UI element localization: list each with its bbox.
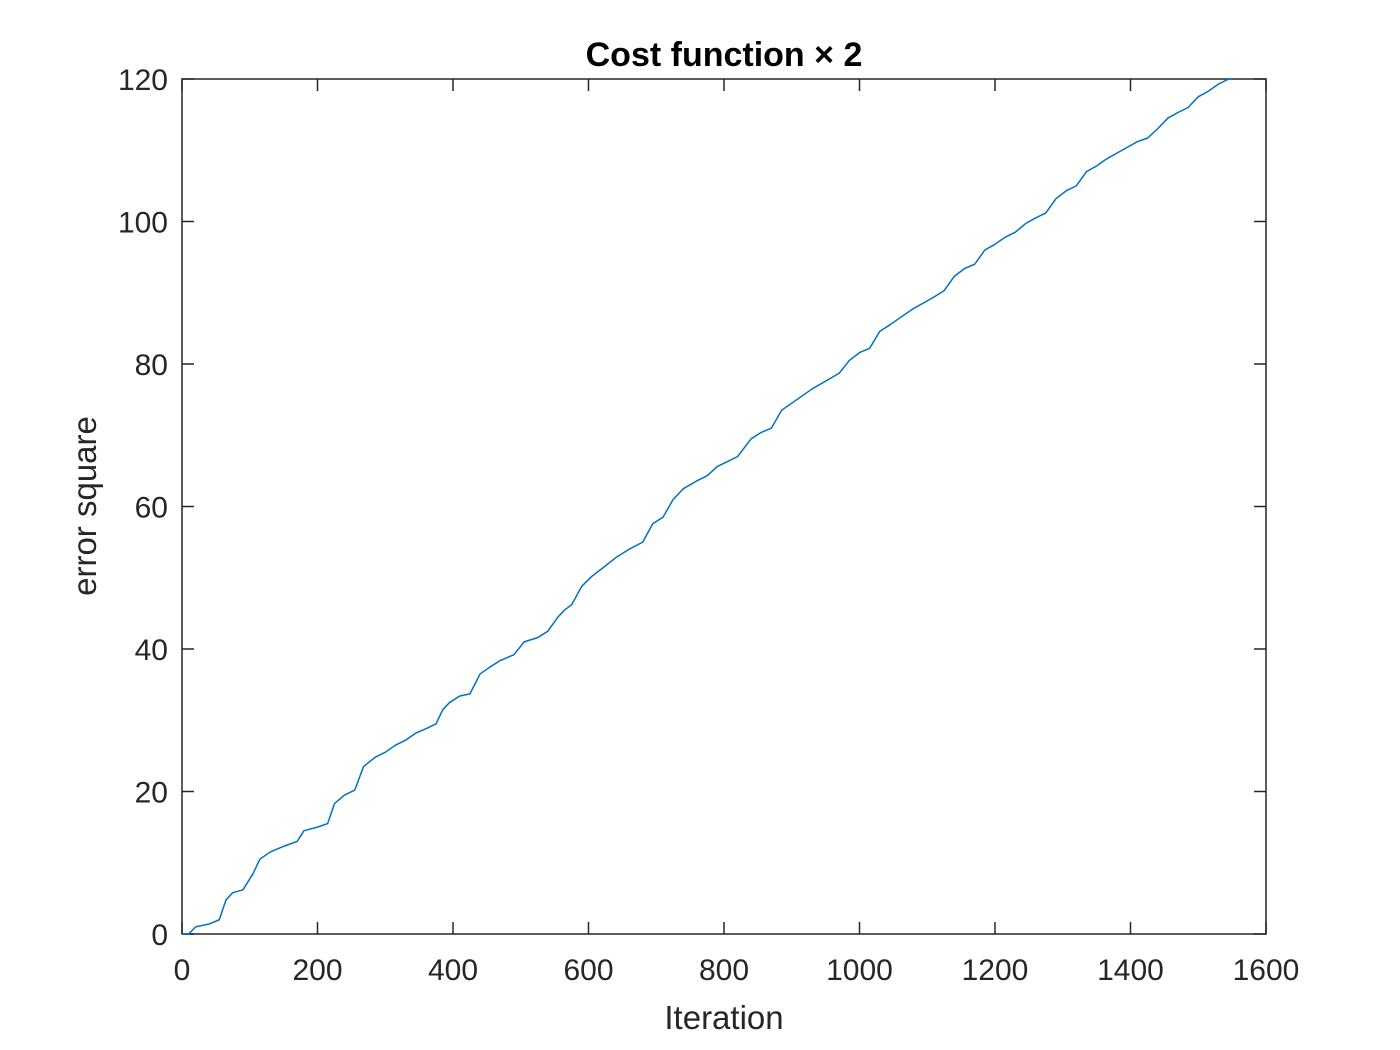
y-tick-label: 60: [135, 492, 168, 525]
x-tick-label: 0: [174, 954, 191, 987]
y-tick-label: 120: [118, 64, 168, 97]
chart-title: Cost function × 2: [586, 36, 863, 74]
x-tick-label: 1000: [826, 954, 893, 987]
y-tick-label: 0: [151, 919, 168, 952]
y-tick-label: 100: [118, 207, 168, 240]
x-axis-label: Iteration: [664, 999, 783, 1036]
y-tick-label: 40: [135, 634, 168, 667]
plot-area: [181, 78, 1267, 935]
y-tick-label: 80: [135, 349, 168, 382]
y-tick-label: 20: [135, 777, 168, 810]
x-tick-label: 400: [428, 954, 478, 987]
series-line: [182, 78, 1233, 935]
x-tick-label: 200: [292, 954, 342, 987]
x-tick-label: 1200: [962, 954, 1029, 987]
axis-ticks: 0 200 400 600 800 1000 1200 1400 1600 0 20 40 60 80 10…: [118, 64, 1299, 987]
x-tick-label: 1400: [1097, 954, 1164, 987]
y-axis-label: error square: [66, 416, 103, 596]
x-tick-label: 800: [699, 954, 749, 987]
x-tick-label: 600: [563, 954, 613, 987]
series-layer: [182, 78, 1233, 935]
x-tick-label: 1600: [1233, 954, 1300, 987]
